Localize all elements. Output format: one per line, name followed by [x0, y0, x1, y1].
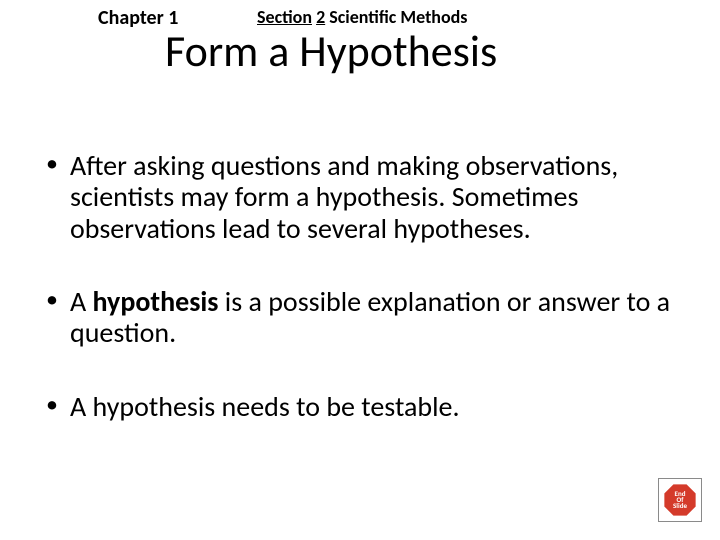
bullet-bold: hypothesis: [93, 284, 219, 319]
list-item: A hypothesis needs to be testable.: [40, 391, 680, 422]
bullet-list: After asking questions and making observ…: [40, 150, 680, 422]
slide: Chapter 1 Section 2 Scientific Methods F…: [0, 0, 720, 540]
bullet-text: After asking questions and making observ…: [70, 148, 618, 246]
end-of-slide-badge[interactable]: End Of Slide: [658, 478, 702, 522]
list-item: After asking questions and making observ…: [40, 150, 680, 244]
stop-sign-icon: End Of Slide: [663, 483, 697, 517]
page-title: Form a Hypothesis: [165, 24, 497, 78]
list-item: A hypothesis is a possible explanation o…: [40, 286, 680, 349]
badge-line3: Slide: [673, 503, 687, 509]
bullet-text: A hypothesis needs to be testable.: [70, 389, 460, 424]
stop-sign-text: End Of Slide: [663, 483, 697, 517]
body-content: After asking questions and making observ…: [40, 150, 680, 464]
bullet-text: A: [70, 284, 93, 319]
